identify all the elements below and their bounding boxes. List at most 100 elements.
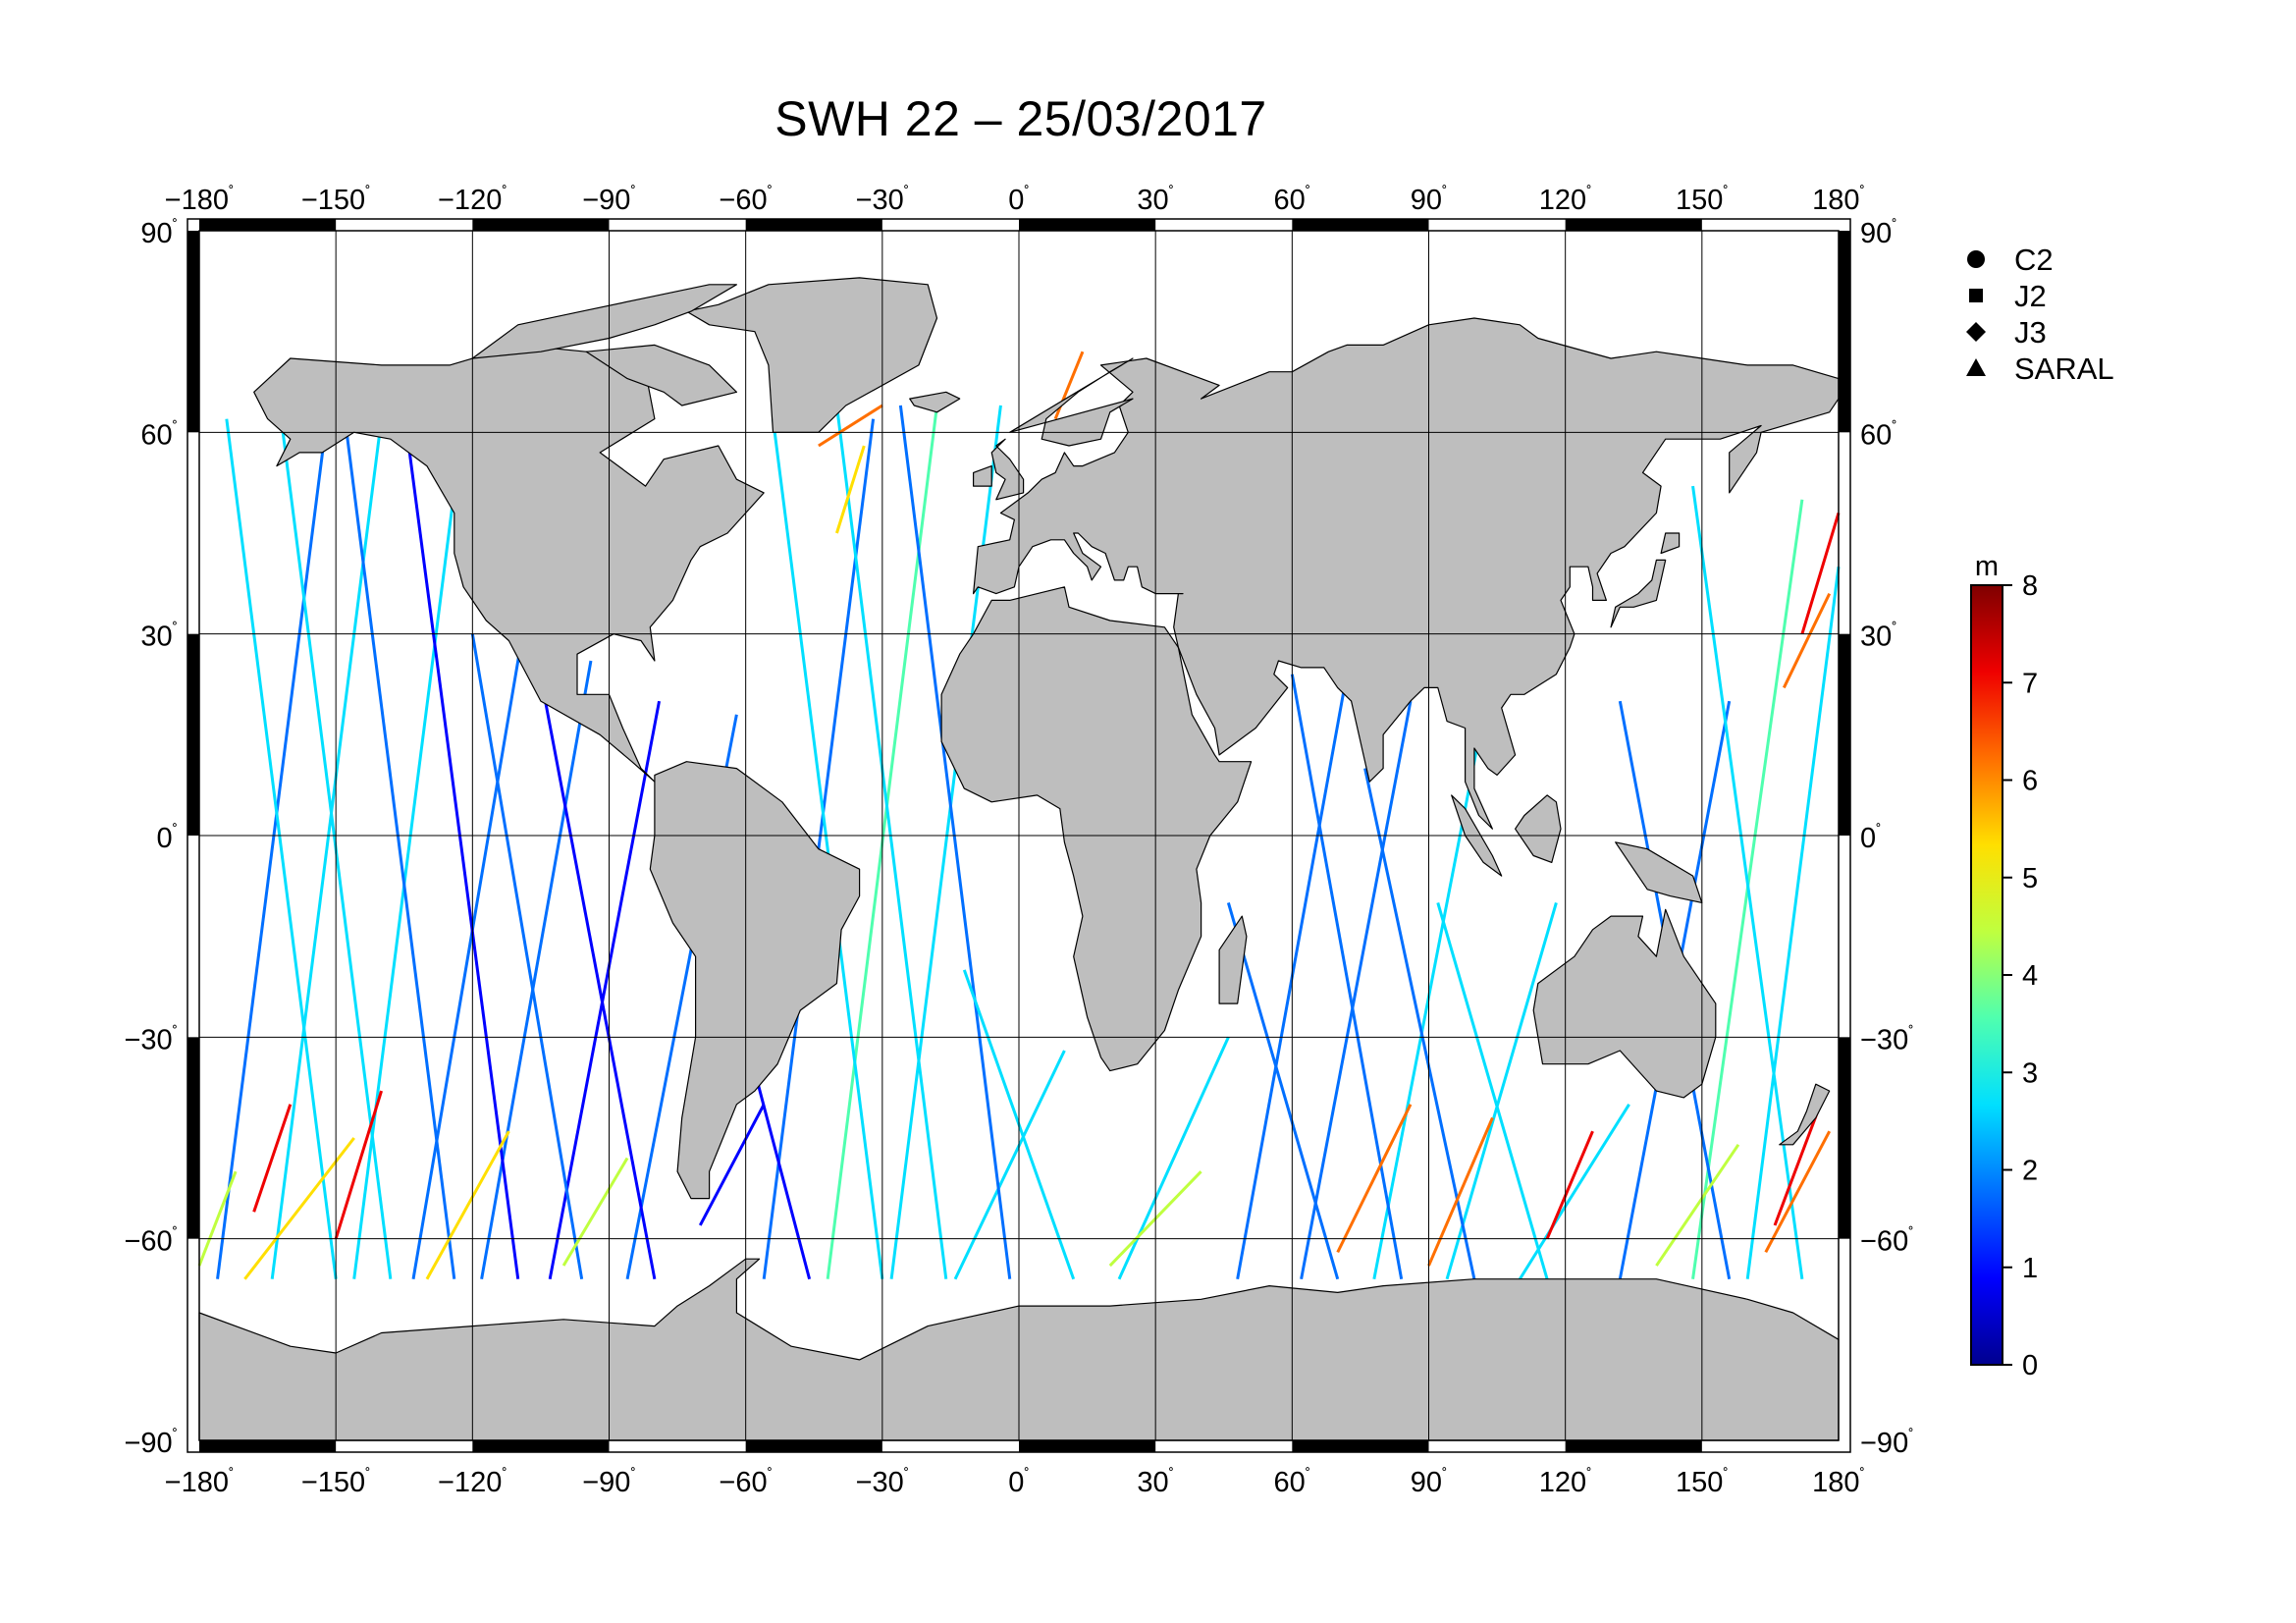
lon-tick-label-top: −30˚ xyxy=(856,185,910,216)
lat-tick-label-left: 60˚ xyxy=(140,419,178,451)
satellite-track xyxy=(1764,1130,1832,1254)
frame-segment xyxy=(187,633,199,836)
lat-tick-label-right: 60˚ xyxy=(1860,419,1897,451)
satellite-track xyxy=(334,1090,383,1240)
lon-tick-label-bottom: −150˚ xyxy=(301,1467,371,1498)
triangle-marker-icon xyxy=(1966,358,1986,376)
land-polygon xyxy=(909,391,961,413)
lon-tick-label-top: −60˚ xyxy=(719,185,773,216)
satellite-track xyxy=(818,404,883,448)
colorbar-unit: m xyxy=(1975,551,1999,582)
colorbar-tick-label: 0 xyxy=(2022,1350,2038,1381)
land-polygon xyxy=(1660,532,1681,555)
frame-segment xyxy=(1019,1440,1156,1452)
lon-tick-label-top: 30˚ xyxy=(1137,185,1174,216)
land-polygon xyxy=(1218,915,1248,1004)
land-polygon xyxy=(1779,1083,1831,1146)
lon-tick-label-bottom: 150˚ xyxy=(1676,1467,1729,1498)
swh-colorbar: m 0 1 2 3 4 5 6 7 8 xyxy=(1970,551,2038,1381)
lat-tick-label-right: 30˚ xyxy=(1860,622,1897,653)
land-polygon xyxy=(990,438,1025,501)
frame-segment xyxy=(1565,219,1702,231)
satellite-track xyxy=(1782,592,1832,689)
satellite-track xyxy=(470,633,584,1279)
square-marker-icon xyxy=(1969,289,1983,302)
land-polygon xyxy=(1514,794,1562,864)
lon-tick-label-bottom: −180˚ xyxy=(165,1467,235,1498)
frame-segment xyxy=(745,1440,882,1452)
satellite-track xyxy=(1691,485,1804,1279)
satellite-track xyxy=(953,1050,1066,1280)
satellite-track xyxy=(1290,674,1404,1280)
lon-tick-label-bottom: 30˚ xyxy=(1137,1467,1174,1498)
lat-tick-label-right: −60˚ xyxy=(1860,1226,1914,1258)
satellite-track xyxy=(1427,1116,1494,1267)
lat-tick-label-left: 0˚ xyxy=(157,823,178,854)
lon-tick-label-top: 0˚ xyxy=(1008,185,1029,216)
satellite-track xyxy=(480,660,593,1279)
satellite-track xyxy=(698,1104,766,1226)
lat-tick-label-right: −30˚ xyxy=(1860,1024,1914,1055)
lat-tick-label-right: −90˚ xyxy=(1860,1428,1914,1459)
satellite-track xyxy=(225,418,338,1279)
lat-tick-label-left: 90˚ xyxy=(140,218,178,249)
lon-tick-label-top: 150˚ xyxy=(1676,185,1729,216)
frame-segment xyxy=(472,219,610,231)
lon-tick-label-bottom: −120˚ xyxy=(438,1467,507,1498)
lat-tick-label-right: 90˚ xyxy=(1860,218,1897,249)
lon-tick-label-bottom: −60˚ xyxy=(719,1467,773,1498)
lon-tick-label-bottom: 120˚ xyxy=(1539,1467,1592,1498)
lon-tick-label-top: −150˚ xyxy=(301,185,371,216)
frame-segment xyxy=(1292,219,1429,231)
land-polygon xyxy=(972,465,992,487)
lon-tick-label-bottom: 90˚ xyxy=(1411,1467,1448,1498)
lat-tick-label-left: −60˚ xyxy=(124,1226,178,1258)
satellite-track xyxy=(898,405,1012,1279)
lon-tick-label-bottom: −90˚ xyxy=(582,1467,636,1498)
satellite-track xyxy=(411,633,524,1279)
lon-tick-label-bottom: 60˚ xyxy=(1274,1467,1311,1498)
lon-tick-label-top: 180˚ xyxy=(1812,185,1865,216)
legend-label: C2 xyxy=(2014,243,2054,277)
satellite-track xyxy=(1363,768,1476,1280)
frame-segment xyxy=(187,1037,199,1239)
legend-label: J3 xyxy=(2014,315,2047,350)
land-polygon xyxy=(649,761,861,1200)
diamond-marker-icon xyxy=(1966,322,1986,342)
satellite-track xyxy=(425,1130,510,1280)
land-polygon xyxy=(972,317,1840,830)
frame-segment xyxy=(1839,1037,1850,1239)
land-polygon xyxy=(1009,357,1134,447)
satellite-track xyxy=(1336,1104,1413,1254)
lon-tick-label-top: −90˚ xyxy=(582,185,636,216)
colorbar-tick-label: 5 xyxy=(2022,863,2038,894)
satellite-track xyxy=(1300,700,1413,1280)
chart-title: SWH 22 – 25/03/2017 xyxy=(774,91,1267,146)
lon-tick-label-top: 90˚ xyxy=(1411,185,1448,216)
satellite-track xyxy=(835,445,866,534)
satellite-track xyxy=(252,1104,293,1213)
frame-segment xyxy=(199,219,337,231)
lon-tick-label-top: 120˚ xyxy=(1539,185,1592,216)
satellite-track xyxy=(548,700,662,1280)
colorbar-bar xyxy=(1970,584,2003,1366)
satellite-track xyxy=(561,1157,629,1267)
colorbar-tick-label: 2 xyxy=(2022,1156,2038,1187)
colorbar-tick-label: 7 xyxy=(2022,668,2038,699)
colorbar-tick-label: 4 xyxy=(2022,960,2038,992)
lat-tick-label-left: 30˚ xyxy=(140,622,178,653)
lat-tick-label-left: −30˚ xyxy=(124,1024,178,1055)
land-polygon xyxy=(1532,908,1717,1099)
satellite-track xyxy=(406,445,520,1279)
lon-tick-label-top: −180˚ xyxy=(165,185,235,216)
colorbar-tick-label: 3 xyxy=(2022,1057,2038,1089)
colorbar-tick-label: 1 xyxy=(2022,1253,2038,1284)
frame-segment xyxy=(1839,231,1850,433)
satellite-track xyxy=(1800,513,1841,635)
satellite-track xyxy=(197,1170,238,1267)
satellite-track xyxy=(1773,1104,1822,1226)
satellite-track xyxy=(1436,902,1549,1280)
land-polygon xyxy=(471,284,738,359)
